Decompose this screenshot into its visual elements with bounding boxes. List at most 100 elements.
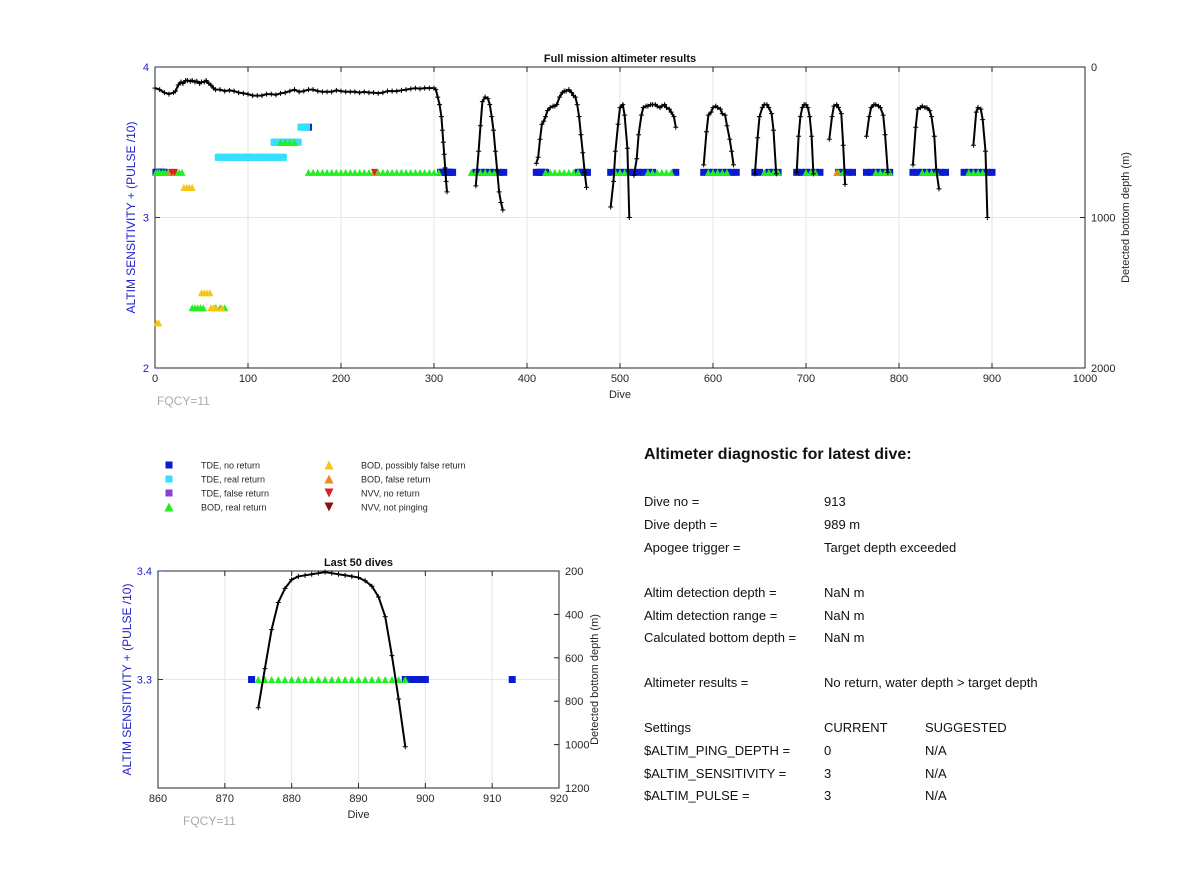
altim-marker	[583, 168, 591, 176]
setting-suggested: N/A	[925, 743, 947, 758]
y-right-tick-label: 2000	[1091, 363, 1115, 375]
altim-marker	[508, 676, 516, 683]
altim-marker	[797, 168, 805, 176]
diag-label: Dive depth =	[644, 517, 718, 532]
altim-marker	[551, 168, 559, 176]
diag-value: 989 m	[824, 517, 861, 532]
legend-label: TDE, false return	[201, 489, 269, 499]
y-right-tick-label: 800	[565, 696, 583, 708]
altim-marker	[546, 168, 554, 176]
altim-marker	[281, 676, 289, 683]
x-tick-label: 910	[483, 793, 501, 805]
x-tick-label: 600	[704, 373, 722, 385]
altim-marker	[294, 138, 302, 146]
altim-marker	[281, 138, 289, 146]
altim-marker	[314, 168, 322, 176]
altim-marker	[323, 168, 331, 176]
altim-marker	[279, 153, 287, 161]
altim-marker	[365, 168, 373, 176]
altim-marker	[430, 168, 438, 176]
altim-marker	[212, 304, 220, 312]
altim-marker	[625, 168, 633, 176]
altim-marker	[361, 676, 369, 683]
x-tick-label: 500	[611, 373, 629, 385]
y-left-tick-label: 3.3	[137, 675, 152, 687]
x-tick-label: 400	[518, 373, 536, 385]
altim-marker	[188, 183, 196, 191]
diag-value: NaN m	[824, 608, 865, 623]
altim-marker	[983, 168, 991, 176]
altim-marker	[914, 168, 922, 176]
altim-marker	[988, 168, 996, 176]
legend-label: NVV, not pinging	[361, 503, 428, 513]
depth-line	[609, 102, 631, 218]
altim-marker	[876, 168, 884, 176]
y-left-tick-label: 4	[143, 62, 149, 74]
diag-value: Target depth exceeded	[824, 540, 957, 555]
altim-marker	[467, 168, 475, 176]
legend-marker	[164, 502, 174, 512]
altim-marker	[756, 168, 763, 176]
altim-marker	[303, 123, 311, 131]
legend-marker	[324, 488, 334, 498]
diag-label: Dive no =	[644, 494, 700, 509]
altim-marker	[718, 168, 726, 176]
diag-label: Altimeter results =	[644, 675, 749, 690]
altim-marker	[332, 168, 340, 176]
altim-marker	[286, 138, 294, 146]
altim-marker	[384, 168, 391, 176]
x-tick-label: 0	[152, 373, 158, 385]
altim-marker	[844, 168, 852, 176]
altim-marker	[700, 168, 708, 176]
legend-marker	[324, 502, 334, 512]
x-tick-label: 920	[550, 793, 568, 805]
altim-marker	[867, 168, 875, 176]
chart-full-mission: 0 100 200 300 400 500 600 700 800 900 1000 2 3 4 0 1000…	[124, 53, 1132, 408]
altim-marker	[449, 168, 457, 176]
x-axis-label: Dive	[609, 389, 631, 401]
depth-line	[828, 103, 847, 185]
altim-marker	[388, 676, 396, 683]
y-right-tick-label: 200	[565, 566, 583, 578]
altim-marker	[560, 168, 568, 176]
settings-header-suggested: SUGGESTED	[925, 720, 1007, 735]
depth-line	[972, 106, 989, 218]
x-tick-label: 880	[282, 793, 300, 805]
altim-marker	[649, 168, 657, 176]
y-right-tick-label: 1200	[565, 783, 589, 795]
x-axis-label: Dive	[347, 809, 369, 821]
altim-marker	[171, 168, 179, 176]
altim-marker	[348, 676, 356, 683]
depth-line	[474, 95, 504, 211]
legend-label: BOD, possibly false return	[361, 461, 466, 471]
y-right-tick-label: 0	[1091, 62, 1097, 74]
chart-title: Last 50 dives	[324, 557, 393, 569]
altim-marker	[556, 168, 564, 176]
y-right-axis-label: Detected bottom depth (m)	[1120, 152, 1132, 283]
altim-marker	[388, 168, 396, 176]
altim-marker	[370, 168, 378, 176]
altim-marker	[960, 168, 968, 176]
altim-marker	[909, 168, 917, 176]
depth-line	[257, 571, 407, 747]
altim-marker	[942, 168, 949, 176]
legend-label: NVV, no return	[361, 489, 420, 499]
diag-label: Altim detection range =	[644, 608, 778, 623]
legend-label: BOD, real return	[201, 503, 267, 513]
y-right-tick-label: 1000	[565, 740, 589, 752]
x-tick-label: 900	[983, 373, 1001, 385]
y-right-axis-label: Detected bottom depth (m)	[589, 614, 601, 745]
y-right-tick-label: 400	[565, 609, 583, 621]
diag-label: Altim detection depth =	[644, 585, 777, 600]
altim-marker	[294, 676, 302, 683]
setting-suggested: N/A	[925, 766, 947, 781]
x-tick-label: 860	[149, 793, 167, 805]
altim-marker	[328, 676, 336, 683]
altim-marker	[872, 168, 880, 176]
altim-marker	[500, 168, 508, 176]
altim-marker	[397, 168, 405, 176]
diag-value: No return, water depth > target depth	[824, 675, 1038, 690]
altim-marker	[415, 676, 423, 683]
altim-marker	[644, 168, 652, 176]
